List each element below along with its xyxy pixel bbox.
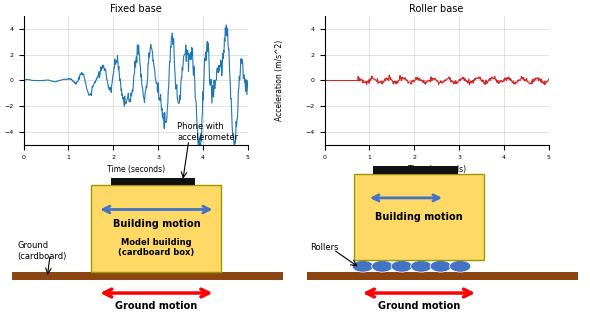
Title: Roller base: Roller base: [409, 4, 464, 14]
FancyBboxPatch shape: [12, 272, 283, 280]
Text: Ground motion: Ground motion: [115, 301, 198, 311]
Text: Ground
(cardboard): Ground (cardboard): [18, 242, 67, 261]
Text: Ground motion: Ground motion: [378, 301, 460, 311]
Text: Model building
(cardboard box): Model building (cardboard box): [118, 238, 195, 258]
Circle shape: [430, 260, 451, 272]
Circle shape: [372, 260, 393, 272]
FancyBboxPatch shape: [307, 272, 578, 280]
X-axis label: Time (seconds): Time (seconds): [408, 165, 466, 174]
Title: Fixed base: Fixed base: [110, 4, 162, 14]
Y-axis label: Acceleration (m/s^2): Acceleration (m/s^2): [275, 40, 284, 121]
Text: Rollers: Rollers: [310, 243, 338, 252]
FancyBboxPatch shape: [91, 185, 221, 272]
FancyBboxPatch shape: [354, 174, 484, 260]
Text: Building motion: Building motion: [113, 219, 200, 229]
Circle shape: [352, 260, 373, 272]
Text: Building motion: Building motion: [375, 212, 463, 222]
Circle shape: [450, 260, 471, 272]
Circle shape: [411, 260, 432, 272]
Circle shape: [391, 260, 412, 272]
Text: Phone with
accelerometer: Phone with accelerometer: [177, 122, 238, 142]
FancyBboxPatch shape: [373, 166, 458, 174]
FancyBboxPatch shape: [111, 178, 195, 185]
X-axis label: Time (seconds): Time (seconds): [107, 165, 165, 174]
